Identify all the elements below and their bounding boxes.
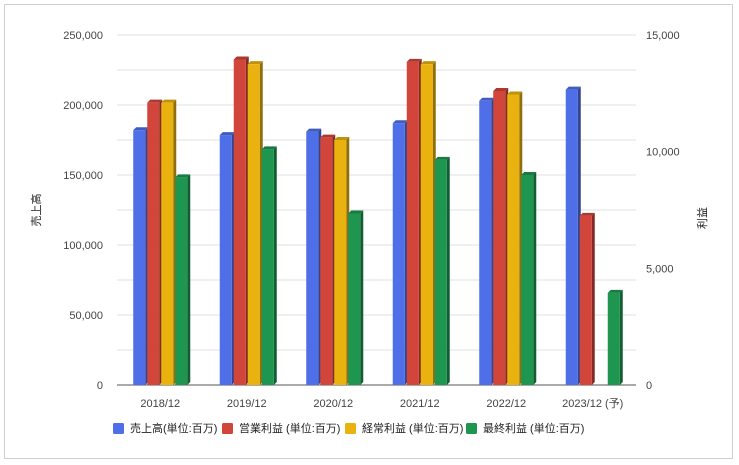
bar — [392, 123, 405, 385]
bar — [175, 177, 188, 385]
bar — [334, 140, 347, 385]
bar-top — [334, 137, 350, 140]
bar — [348, 213, 361, 385]
bar — [579, 215, 592, 385]
x-tick-label: 2018/12 — [140, 398, 180, 410]
bar — [607, 292, 620, 385]
bar — [247, 64, 260, 386]
y-right-axis-title: 利益 — [695, 207, 709, 229]
bar-top — [306, 128, 322, 132]
legend-swatch — [345, 423, 356, 434]
bar — [420, 64, 433, 386]
bar — [507, 94, 520, 385]
x-tick-label: 2019/12 — [227, 398, 267, 410]
bar — [565, 89, 578, 385]
bar-top — [348, 210, 364, 214]
bar-top — [479, 97, 495, 101]
bar-top — [161, 99, 177, 103]
bar-top — [233, 56, 249, 60]
bar-top — [320, 134, 336, 138]
bar-side — [446, 156, 450, 385]
bar-top — [607, 289, 623, 293]
x-tick-label: 2021/12 — [400, 398, 440, 410]
bar — [521, 175, 534, 385]
legend-label: 営業利益 (単位:百万) — [239, 421, 340, 435]
bar — [306, 131, 319, 385]
y-right-tick-label: 15,000 — [646, 30, 680, 42]
bar-side — [533, 172, 537, 385]
bar — [233, 59, 246, 385]
y-left-tick-label: 200,000 — [63, 100, 103, 112]
bar-top — [507, 91, 523, 95]
y-right-tick-label: 5,000 — [646, 263, 674, 275]
bar-top — [247, 61, 263, 65]
x-tick-label: 2020/12 — [313, 398, 353, 410]
bar-top — [493, 88, 509, 91]
bar — [434, 159, 447, 385]
bar-side — [591, 212, 595, 385]
y-left-axis-title: 売上高 — [29, 194, 43, 227]
bar-top — [133, 127, 149, 131]
bar-top — [406, 58, 422, 62]
bar — [161, 102, 174, 386]
y-right-tick-label: 0 — [646, 380, 652, 392]
legend-label: 経常利益 (単位:百万) — [362, 421, 463, 435]
y-left-tick-label: 50,000 — [69, 310, 103, 322]
y-left-tick-label: 100,000 — [63, 240, 103, 252]
x-tick-label: 2023/12 (予) — [562, 397, 623, 410]
bar-top — [261, 146, 277, 150]
y-left-tick-label: 0 — [97, 380, 103, 392]
bar-top — [147, 99, 163, 103]
legend-label: 最終利益 (単位:百万) — [483, 421, 584, 435]
bar — [133, 130, 146, 385]
bar — [261, 149, 274, 385]
bar — [320, 137, 333, 385]
y-left-tick-label: 150,000 — [63, 170, 103, 182]
legend-swatch — [113, 423, 124, 434]
y-right-tick-label: 10,000 — [646, 147, 680, 159]
bar — [219, 135, 232, 385]
bar-side — [360, 210, 364, 385]
bar-top — [434, 156, 450, 160]
y-left-tick-label: 250,000 — [63, 30, 103, 42]
bar — [493, 91, 506, 385]
bar-top — [521, 172, 537, 175]
bar-top — [579, 212, 595, 216]
x-tick-label: 2022/12 — [486, 398, 526, 410]
bar — [406, 61, 419, 385]
bar-side — [619, 289, 623, 385]
bar-side — [273, 146, 277, 385]
bar-side — [187, 174, 191, 385]
bar-top — [219, 132, 235, 136]
bar-top — [175, 174, 191, 178]
bar — [479, 100, 492, 386]
bar — [147, 102, 160, 386]
bar-top — [565, 86, 581, 90]
legend-swatch — [222, 423, 233, 434]
bar-top — [392, 120, 408, 124]
legend-swatch — [466, 423, 477, 434]
bar-top — [420, 61, 436, 65]
legend-label: 売上高(単位:百万) — [130, 421, 217, 435]
